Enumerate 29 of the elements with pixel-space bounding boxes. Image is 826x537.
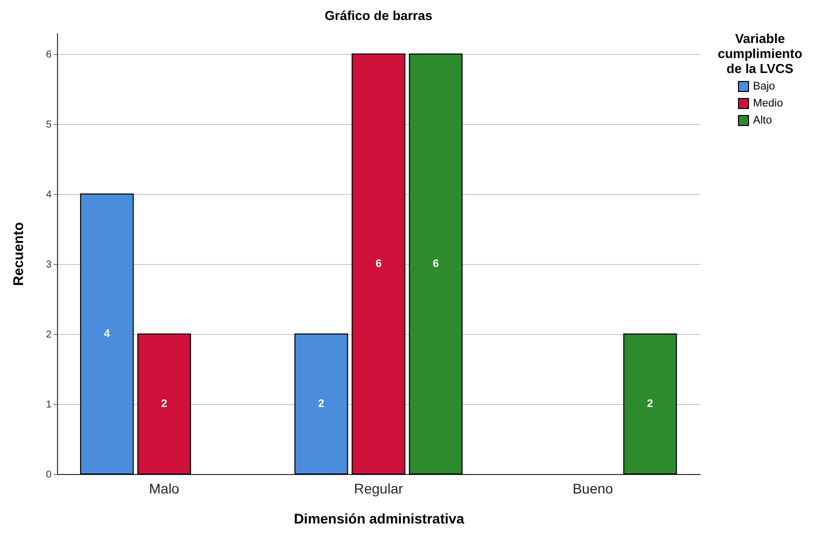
data-label: 6	[432, 258, 439, 270]
y-tick-label: 4	[46, 190, 52, 200]
chart-title: Gráfico de barras	[324, 8, 432, 23]
legend-label: Alto	[753, 114, 772, 126]
bar	[80, 194, 134, 474]
bar	[352, 54, 406, 474]
bar	[294, 334, 348, 474]
legend-title: Variable cumplimiento de la LVCS	[718, 31, 802, 76]
y-tick-label: 5	[46, 120, 52, 130]
data-label: 2	[318, 398, 324, 410]
legend-label: Medio	[753, 98, 783, 110]
y-tick-label: 6	[46, 50, 52, 60]
bar	[137, 334, 192, 474]
x-tick-label: Bueno	[572, 480, 614, 496]
x-tick-label: Regular	[354, 480, 404, 496]
y-tick-label: 0	[46, 470, 52, 480]
bar	[408, 54, 463, 474]
y-tick-label: 3	[46, 260, 52, 270]
legend-label: Bajo	[753, 80, 776, 92]
y-axis-title: Recuento	[10, 222, 26, 286]
data-label: 2	[161, 398, 168, 410]
y-tick-label: 2	[46, 330, 52, 340]
bar	[623, 334, 677, 474]
data-label: 4	[104, 328, 111, 340]
x-tick-label: Malo	[148, 480, 180, 496]
x-axis-title: Dimensión administrativa	[294, 510, 464, 526]
data-label: 6	[375, 258, 382, 270]
data-label: 2	[647, 398, 654, 410]
y-tick-label: 1	[46, 400, 52, 410]
